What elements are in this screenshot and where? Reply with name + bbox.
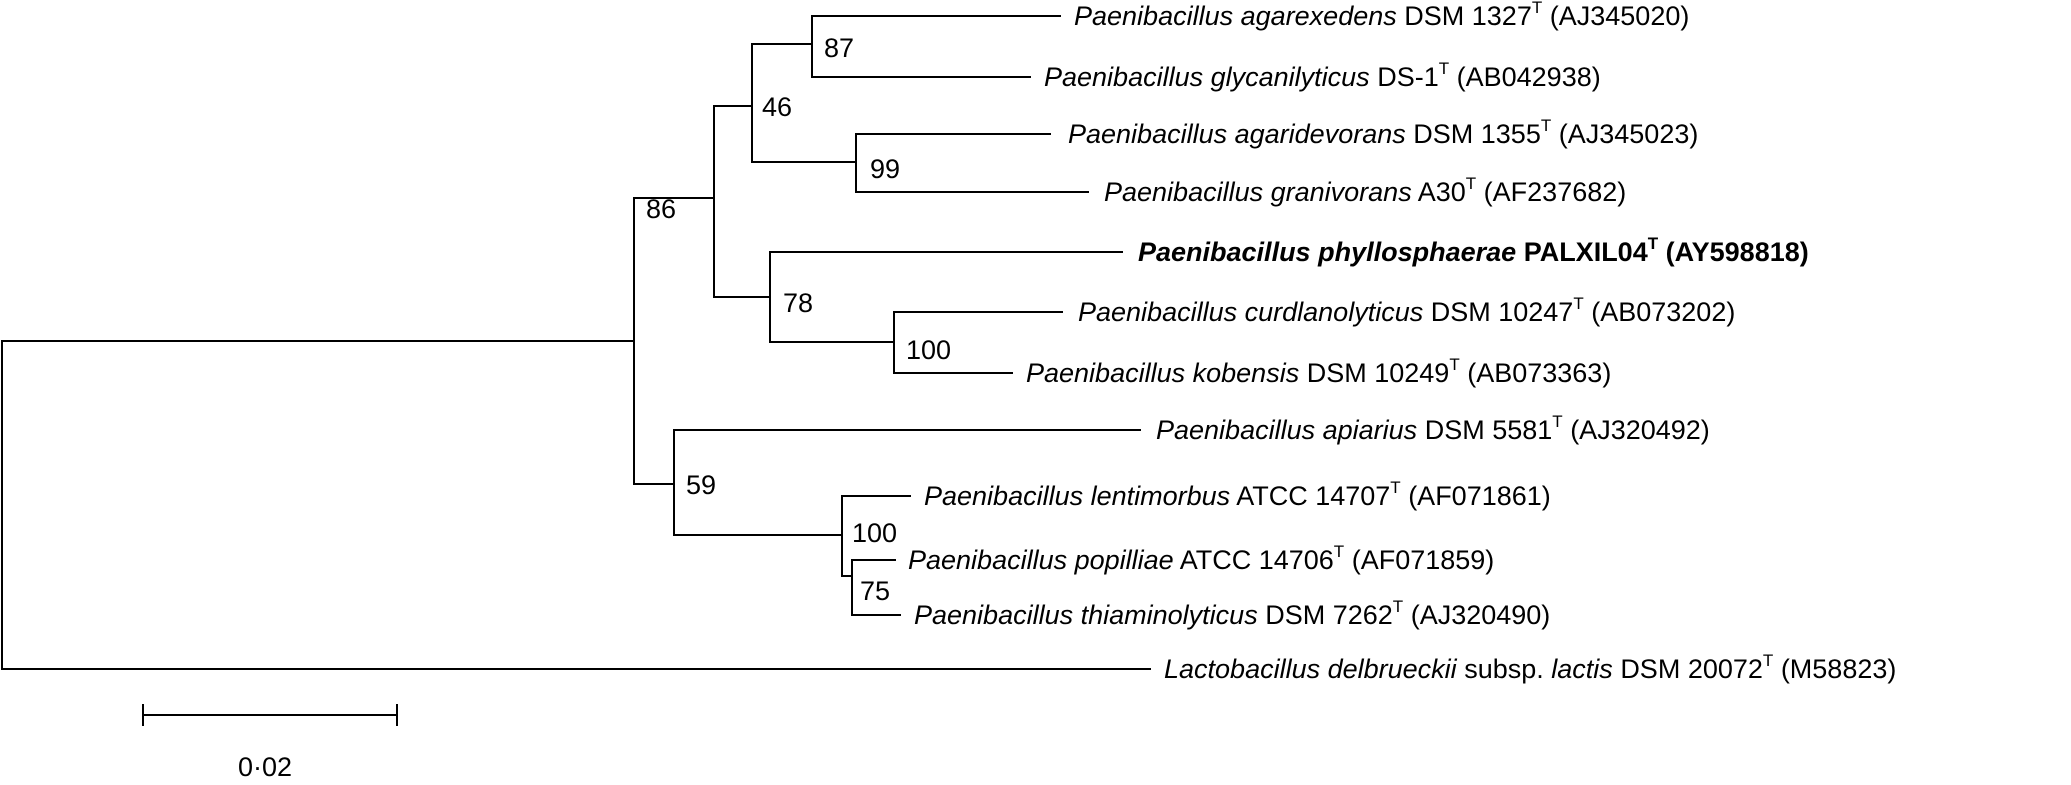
taxon-label: Paenibacillus agarexedens DSM 1327T (AJ3… xyxy=(1074,0,1690,31)
taxon-label: Paenibacillus curdlanolyticus DSM 10247T… xyxy=(1078,294,1736,327)
bootstrap-value: 100 xyxy=(906,335,952,365)
bootstrap-value: 46 xyxy=(762,92,793,122)
bootstrap-value: 87 xyxy=(824,33,855,63)
taxon-label-highlighted: Paenibacillus phyllosphaerae PALXIL04T (… xyxy=(1138,234,1809,267)
taxon-label: Paenibacillus thiaminolyticus DSM 7262T … xyxy=(914,597,1551,630)
taxon-label: Paenibacillus granivorans A30T (AF237682… xyxy=(1104,174,1627,207)
taxon-label-outgroup: Lactobacillus delbrueckii subsp. lactis … xyxy=(1164,651,1897,684)
taxon-label: Paenibacillus agaridevorans DSM 1355T (A… xyxy=(1068,116,1699,149)
bootstrap-value: 99 xyxy=(870,154,901,184)
taxon-label: Paenibacillus lentimorbus ATCC 14707T (A… xyxy=(924,478,1551,511)
taxon-label: Paenibacillus apiarius DSM 5581T (AJ3204… xyxy=(1156,412,1710,445)
bootstrap-value: 100 xyxy=(852,518,898,548)
bootstrap-value: 75 xyxy=(860,576,891,606)
bootstrap-value: 78 xyxy=(783,288,814,318)
taxon-label: Paenibacillus kobensis DSM 10249T (AB073… xyxy=(1026,355,1612,388)
bootstrap-value: 59 xyxy=(686,470,717,500)
taxon-label: Paenibacillus popilliae ATCC 14706T (AF0… xyxy=(908,542,1495,575)
scale-bar-label: 0·02 xyxy=(238,752,293,782)
taxon-label: Paenibacillus glycanilyticus DS-1T (AB04… xyxy=(1044,59,1601,92)
bootstrap-value: 86 xyxy=(646,194,677,224)
